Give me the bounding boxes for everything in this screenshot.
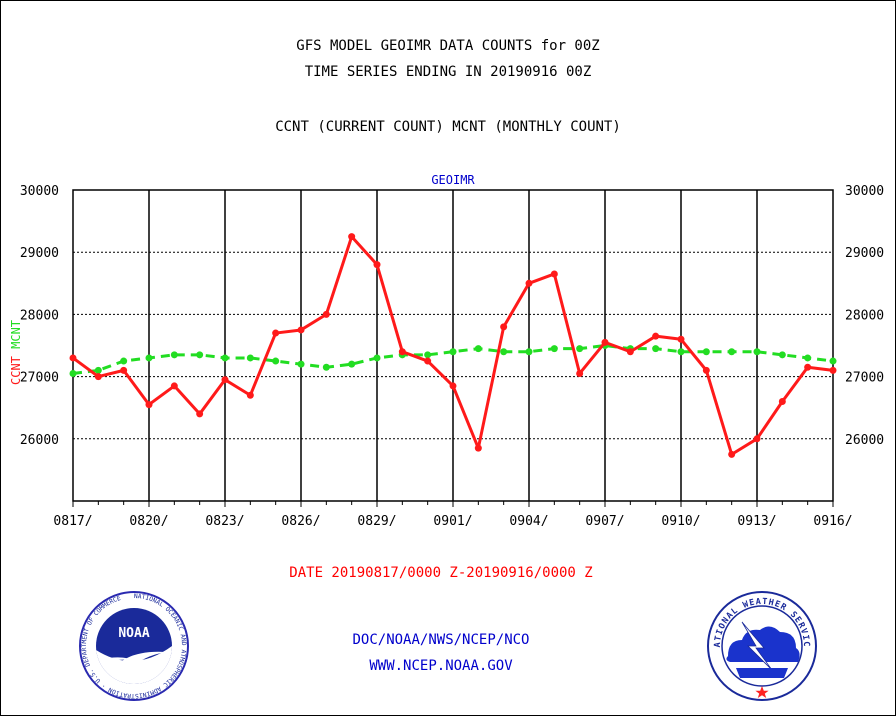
data-point-mcnt bbox=[576, 345, 584, 353]
data-point-mcnt bbox=[449, 348, 457, 356]
x-tick-label: 0904/ bbox=[509, 514, 548, 529]
data-point-ccnt bbox=[576, 369, 584, 377]
chart-title-line1: GFS MODEL GEOIMR DATA COUNTS for 00Z bbox=[296, 38, 600, 54]
y-axis-label: CCNT MCNT bbox=[9, 320, 23, 385]
data-point-mcnt bbox=[652, 345, 660, 353]
data-point-ccnt bbox=[348, 233, 356, 241]
y-tick-label-left: 27000 bbox=[20, 371, 59, 386]
data-point-mcnt bbox=[550, 345, 558, 353]
data-point-ccnt bbox=[778, 397, 786, 405]
data-point-mcnt bbox=[69, 369, 77, 377]
y-tick-label-right: 28000 bbox=[845, 308, 884, 323]
data-point-ccnt bbox=[170, 382, 178, 390]
x-tick-label: 0820/ bbox=[129, 514, 168, 529]
data-point-ccnt bbox=[272, 329, 280, 337]
noaa-logo: NOAA NATIONAL OCEANIC AND ATMOSPHERIC AD… bbox=[79, 591, 189, 701]
data-point-mcnt bbox=[424, 351, 432, 359]
data-point-ccnt bbox=[424, 357, 432, 365]
data-point-ccnt bbox=[601, 338, 609, 346]
data-point-mcnt bbox=[500, 348, 508, 356]
data-point-mcnt bbox=[373, 354, 381, 362]
y-tick-label-left: 26000 bbox=[20, 433, 59, 448]
data-point-mcnt bbox=[120, 357, 128, 365]
org-caption: DOC/NOAA/NWS/NCEP/NCO bbox=[352, 632, 530, 648]
data-point-mcnt bbox=[348, 360, 356, 368]
line-chart: 0817/0820/0823/0826/0829/0901/0904/0907/… bbox=[9, 173, 884, 529]
x-tick-label: 0829/ bbox=[357, 514, 396, 529]
chart-title-line2: TIME SERIES ENDING IN 20190916 00Z bbox=[304, 64, 592, 80]
data-point-mcnt bbox=[829, 357, 837, 365]
data-point-mcnt bbox=[753, 348, 761, 356]
data-point-ccnt bbox=[804, 363, 812, 371]
data-point-ccnt bbox=[196, 410, 204, 418]
x-tick-label: 0826/ bbox=[281, 514, 320, 529]
data-point-ccnt bbox=[626, 348, 634, 356]
x-tick-label: 0913/ bbox=[737, 514, 776, 529]
data-point-ccnt bbox=[297, 326, 305, 334]
data-point-ccnt bbox=[652, 332, 660, 340]
data-point-ccnt bbox=[728, 450, 736, 458]
url-caption: WWW.NCEP.NOAA.GOV bbox=[369, 658, 513, 674]
data-point-mcnt bbox=[525, 348, 533, 356]
data-point-mcnt bbox=[272, 357, 280, 365]
data-point-mcnt bbox=[94, 366, 102, 374]
data-point-mcnt bbox=[778, 351, 786, 359]
y-tick-label-left: 30000 bbox=[20, 184, 59, 199]
data-point-ccnt bbox=[398, 348, 406, 356]
data-point-ccnt bbox=[677, 335, 685, 343]
data-point-mcnt bbox=[804, 354, 812, 362]
data-point-ccnt bbox=[550, 270, 558, 278]
y-tick-label-right: 29000 bbox=[845, 246, 884, 261]
chart-title-line3: CCNT (CURRENT COUNT) MCNT (MONTHLY COUNT… bbox=[275, 119, 621, 135]
chart-title: GEOIMR bbox=[431, 173, 475, 187]
x-tick-label: 0817/ bbox=[53, 514, 92, 529]
data-point-mcnt bbox=[677, 348, 685, 356]
data-point-mcnt bbox=[702, 348, 710, 356]
y-tick-label-right: 26000 bbox=[845, 433, 884, 448]
data-point-ccnt bbox=[829, 366, 837, 374]
data-point-mcnt bbox=[297, 360, 305, 368]
data-point-mcnt bbox=[322, 363, 330, 371]
y-tick-label-right: 27000 bbox=[845, 371, 884, 386]
data-point-ccnt bbox=[120, 366, 128, 374]
data-point-mcnt bbox=[474, 345, 482, 353]
date-range-caption: DATE 20190817/0000 Z-20190916/0000 Z bbox=[289, 565, 593, 581]
data-point-ccnt bbox=[449, 382, 457, 390]
x-tick-label: 0907/ bbox=[585, 514, 624, 529]
x-tick-label: 0823/ bbox=[205, 514, 244, 529]
data-point-mcnt bbox=[728, 348, 736, 356]
data-point-mcnt bbox=[246, 354, 254, 362]
data-point-ccnt bbox=[702, 366, 710, 374]
data-point-mcnt bbox=[196, 351, 204, 359]
noaa-logo-label: NOAA bbox=[118, 626, 149, 641]
data-point-ccnt bbox=[322, 310, 330, 318]
data-point-ccnt bbox=[474, 444, 482, 452]
x-tick-label: 0916/ bbox=[813, 514, 852, 529]
data-point-mcnt bbox=[145, 354, 153, 362]
data-point-ccnt bbox=[373, 261, 381, 269]
y-tick-label-right: 30000 bbox=[845, 184, 884, 199]
data-point-ccnt bbox=[525, 279, 533, 287]
nws-logo: NATIONAL WEATHER SERVICE bbox=[706, 590, 817, 701]
data-point-ccnt bbox=[221, 376, 229, 384]
y-axis-label-mcnt: MCNT bbox=[9, 320, 23, 356]
x-tick-label: 0901/ bbox=[433, 514, 472, 529]
data-point-mcnt bbox=[221, 354, 229, 362]
data-point-ccnt bbox=[500, 323, 508, 331]
y-tick-label-left: 29000 bbox=[20, 246, 59, 261]
data-point-ccnt bbox=[94, 373, 102, 381]
data-point-ccnt bbox=[753, 435, 761, 443]
data-point-ccnt bbox=[246, 391, 254, 399]
data-point-ccnt bbox=[145, 401, 153, 409]
data-point-mcnt bbox=[170, 351, 178, 359]
y-axis-label-ccnt: CCNT bbox=[9, 356, 23, 385]
y-tick-label-left: 28000 bbox=[20, 308, 59, 323]
data-point-ccnt bbox=[69, 354, 77, 362]
x-tick-label: 0910/ bbox=[661, 514, 700, 529]
